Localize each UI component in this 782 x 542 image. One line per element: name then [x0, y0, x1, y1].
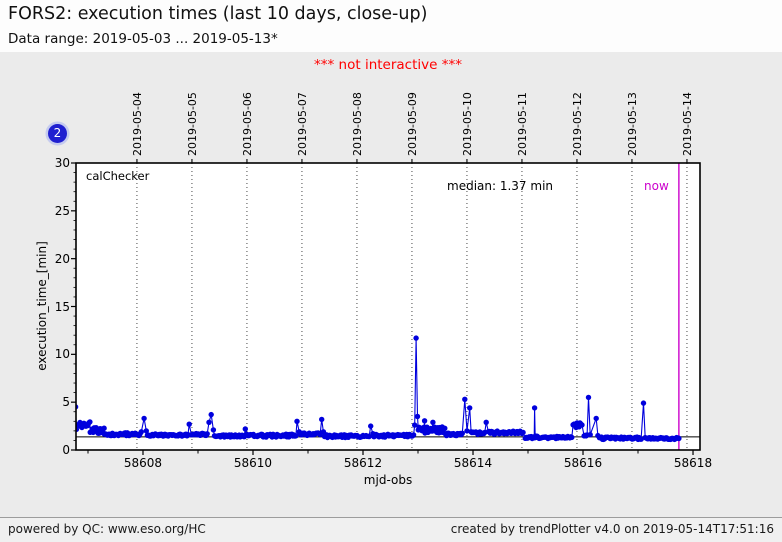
plot-number-badge: 2	[48, 124, 67, 143]
data-range-subtitle: Data range: 2019-05-03 ... 2019-05-13*	[8, 31, 278, 47]
top-date-label: 2019-05-13	[625, 92, 639, 156]
y-tick-label: 15	[54, 299, 70, 314]
x-tick-label: 58608	[123, 456, 163, 470]
page-title: FORS2: execution times (last 10 days, cl…	[8, 4, 428, 24]
top-date-label: 2019-05-07	[295, 92, 309, 156]
top-date-label: 2019-05-11	[515, 92, 529, 156]
x-tick-label: 58616	[563, 456, 603, 470]
plot-area	[71, 159, 701, 455]
x-tick-label: 58614	[453, 456, 493, 470]
data-series	[76, 335, 682, 443]
top-date-label: 2019-05-14	[680, 92, 694, 156]
top-date-label: 2019-05-09	[405, 92, 419, 156]
y-tick-label: 5	[62, 395, 70, 410]
title-header: FORS2: execution times (last 10 days, cl…	[0, 0, 782, 52]
x-axis-title: mjd-obs	[363, 473, 413, 487]
y-tick-label: 30	[54, 156, 70, 170]
x-tick-label: 58618	[673, 456, 713, 470]
top-date-label: 2019-05-05	[185, 92, 199, 156]
footer-bar: powered by QC: www.eso.org/HC created by…	[0, 517, 782, 542]
chart-canvas	[71, 159, 701, 455]
y-tick-label: 10	[54, 347, 70, 362]
x-tick-label: 58610	[233, 456, 273, 470]
top-date-label: 2019-05-04	[130, 92, 144, 156]
x-tick-label: 58612	[343, 456, 383, 470]
not-interactive-warning: *** not interactive ***	[314, 57, 462, 73]
footer-created-by: created by trendPlotter v4.0 on 2019-05-…	[450, 522, 774, 536]
top-date-label: 2019-05-12	[570, 92, 584, 156]
y-tick-label: 20	[54, 251, 70, 266]
footer-powered-by: powered by QC: www.eso.org/HC	[8, 522, 206, 536]
median-annotation: median: 1.37 min	[447, 179, 554, 193]
series-name-label: calChecker	[86, 169, 150, 183]
y-tick-label: 0	[62, 443, 70, 457]
top-date-label: 2019-05-10	[460, 92, 474, 156]
y-tick-label: 25	[54, 203, 70, 218]
top-date-label: 2019-05-08	[350, 92, 364, 156]
top-date-label: 2019-05-06	[240, 92, 254, 156]
now-annotation: now	[644, 179, 669, 193]
